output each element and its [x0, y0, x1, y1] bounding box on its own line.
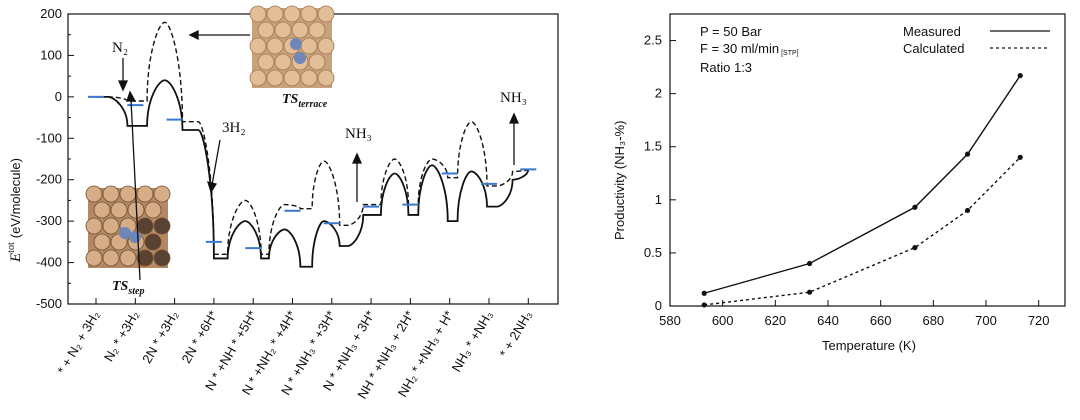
productivity-ytick-label: 0.5: [644, 245, 662, 260]
calculated-point: [912, 245, 918, 251]
condition-pressure: P = 50 Bar: [700, 24, 762, 39]
energy-xtick-label: NH₃ * +NH₃: [449, 308, 496, 374]
measured-point: [1017, 72, 1023, 79]
energy-ylabel: Etot(eV/molecule): [6, 158, 24, 263]
calculated-point: [1017, 154, 1023, 160]
energy-xtick-label: 2N * +3H₂: [139, 308, 181, 366]
legend-calculated-label: Calculated: [903, 41, 964, 56]
energy-xtick-label: * + N₂ + 3H₂: [54, 308, 102, 377]
productivity-ytick-label: 2: [655, 86, 662, 101]
nh3-label-2: NH₃: [500, 90, 527, 106]
energy-ytick-label: 0: [55, 89, 62, 104]
3h2-label: 3H₂: [222, 120, 246, 136]
measured-point: [806, 260, 813, 267]
energy-ytick-label: 100: [40, 47, 62, 62]
productivity-ytick-label: 1: [655, 192, 662, 207]
ts-step-arrow: [130, 99, 141, 281]
terrace-profile-line: [107, 21, 529, 255]
measured-point: [912, 204, 918, 210]
calculated-point: [701, 302, 707, 308]
legend-measured-label: Measured: [903, 24, 961, 39]
calculated-point: [964, 207, 971, 214]
ts-step-label: TSstep: [112, 279, 144, 297]
measured-point: [701, 290, 707, 296]
productivity-ytick-label: 2.5: [644, 33, 662, 48]
productivity-xtick-label: 660: [870, 313, 892, 328]
productivity-xtick-label: 640: [817, 313, 839, 328]
productivity-xtick-label: 620: [764, 313, 786, 328]
n2-label: N₂: [112, 40, 128, 56]
productivity-xtick-label: 700: [975, 313, 997, 328]
energy-ytick-label: -300: [36, 213, 62, 228]
ts-terrace-image: [249, 5, 335, 88]
productivity-xtick-label: 580: [659, 313, 681, 328]
productivity-xtick-label: 720: [1028, 313, 1050, 328]
calculated-point: [806, 289, 813, 295]
productivity-plot-frame: [669, 13, 1066, 307]
condition-flow: F = 30 ml/min [STP]: [700, 41, 799, 57]
ts-step-image: [85, 185, 171, 268]
nh3-label-1: NH₃: [345, 126, 372, 142]
calculated-line: [704, 156, 1021, 306]
energy-xtick-label: N₂ * +3H₂: [101, 308, 142, 364]
energy-profile-chart: 200 100 0 -100 -200 -300 -400 -500 * + N₂ + 3H₂…: [6, 5, 559, 401]
energy-ytick-label: -500: [36, 296, 62, 311]
arrows: [117, 29, 520, 281]
productivity-xtick-label: 680: [922, 313, 944, 328]
energy-ytick-label: -400: [36, 255, 62, 270]
condition-ratio: Ratio 1:3: [700, 60, 752, 75]
productivity-ylabel: Productivity (NH₃-%): [612, 121, 627, 240]
productivity-xlabel: Temperature (K): [822, 338, 916, 353]
energy-ytick-label: -200: [36, 172, 62, 187]
energy-xtick-label: * + 2NH₃: [496, 308, 535, 360]
measured-point: [964, 151, 971, 157]
h2-arrow: [211, 139, 221, 186]
energy-ytick-label: -100: [36, 130, 62, 145]
energy-ytick-label: 200: [40, 6, 62, 21]
productivity-chart: 0 0.5 1 1.5 2 2.5 580 600 620 640 660 680 700 720 Pr…: [612, 13, 1066, 353]
productivity-ytick-label: 0: [655, 298, 662, 313]
productivity-ytick-label: 1.5: [644, 139, 662, 154]
ts-terrace-label: TSterrace: [282, 92, 328, 110]
measured-line: [704, 75, 1021, 294]
energy-xtick-label: 2N * +6H*: [178, 308, 220, 366]
productivity-xtick-label: 600: [712, 313, 734, 328]
